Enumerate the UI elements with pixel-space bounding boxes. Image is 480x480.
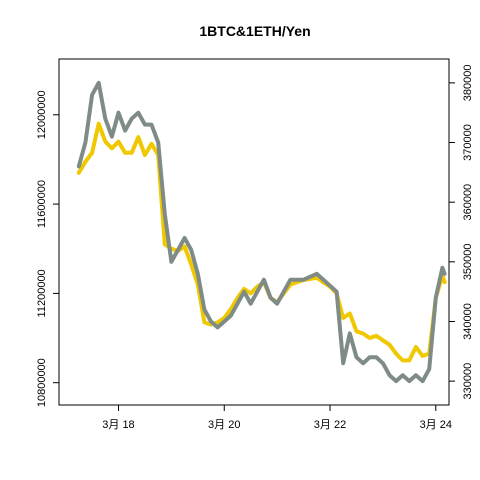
y-right-tick-label: 370000 [462,124,474,161]
plot-frame [58,58,450,406]
x-tick-label: 3月 18 [102,419,134,431]
series-line-2 [76,80,447,384]
y-left-tick-label: 11600000 [36,180,48,228]
y-right-tick-label: 340000 [462,303,474,340]
series-layer [76,80,447,384]
y-left-tick-label: 12000000 [36,90,48,139]
y-right-tick-label: 380000 [462,65,474,102]
y-left-tick-label: 11200000 [36,269,48,317]
y-right-tick-label: 330000 [462,363,474,400]
x-tick-label: 3月 22 [314,419,346,431]
x-tick-label: 3月 20 [208,419,240,431]
series-line-1 [76,121,447,363]
x-axis: 3月 18 3月 20 3月 22 3月 24 [102,404,452,431]
y-right-tick-label: 350000 [462,243,474,280]
y-axis-right: 330000 340000 350000 360000 370000 380000 [448,65,474,400]
y-right-tick-label: 360000 [462,184,474,221]
y-axis-left: 10800000 11200000 11600000 12000000 [36,90,60,407]
y-left-tick-label: 10800000 [36,358,48,407]
x-tick-label: 3月 24 [420,419,452,431]
chart-title: 1BTC&1ETH/Yen [199,23,310,39]
